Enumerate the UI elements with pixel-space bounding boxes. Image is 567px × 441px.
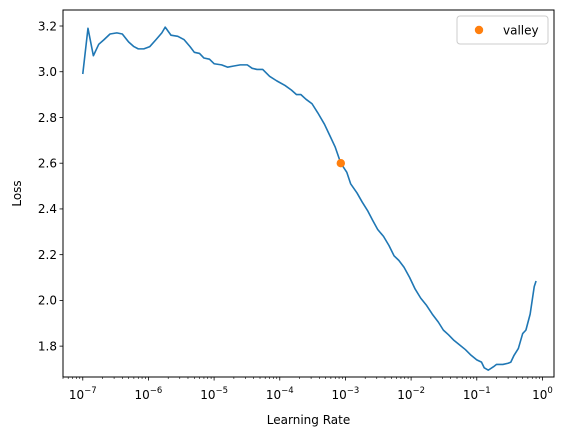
y-tick-label: 2.2 xyxy=(38,248,57,262)
x-tick-base: 10 xyxy=(200,388,215,402)
y-axis-label: Loss xyxy=(10,180,24,206)
x-tick-label: 10−6 xyxy=(135,386,163,402)
y-tick-label: 2.0 xyxy=(38,294,57,308)
x-tick-base: 10 xyxy=(532,388,547,402)
markers xyxy=(336,159,346,168)
x-tick-exponent: −4 xyxy=(281,386,294,396)
x-tick-base: 10 xyxy=(332,388,347,402)
plot-area xyxy=(63,10,554,377)
x-axis-label: Learning Rate xyxy=(267,413,350,427)
x-tick-label: 10−5 xyxy=(200,386,228,402)
loss-curve xyxy=(81,26,537,371)
legend: valley xyxy=(456,15,549,45)
y-tick-label: 1.8 xyxy=(38,339,57,353)
x-tick-exponent: −5 xyxy=(215,386,228,396)
y-axis-ticks: 1.8 2.0 2.2 2.4 2.6 2.8 3.0 3.2 xyxy=(38,19,63,353)
x-tick-label: 10−4 xyxy=(266,386,294,402)
y-tick-label: 2.8 xyxy=(38,111,57,125)
x-axis-ticks: 10−7 10−6 10−5 10−4 10−3 10−2 10−1 100 xyxy=(69,377,553,402)
x-tick-label: 10−7 xyxy=(69,386,97,402)
x-tick-exponent: −6 xyxy=(150,386,163,396)
x-tick-exponent: −3 xyxy=(347,386,360,396)
x-tick-label: 10−2 xyxy=(397,386,425,402)
legend-marker-valley xyxy=(474,25,484,35)
y-tick-label: 2.4 xyxy=(38,202,57,216)
x-tick-exponent: −7 xyxy=(84,386,97,396)
x-tick-exponent: −1 xyxy=(478,386,491,396)
y-tick-label: 3.2 xyxy=(38,19,57,33)
y-tick-label: 2.6 xyxy=(38,157,57,171)
x-tick-label: 10−3 xyxy=(332,386,360,402)
x-tick-exponent: 0 xyxy=(547,386,552,396)
x-tick-base: 10 xyxy=(135,388,150,402)
y-tick-label: 3.0 xyxy=(38,65,57,79)
x-tick-exponent: −2 xyxy=(412,386,425,396)
x-tick-base: 10 xyxy=(69,388,84,402)
x-tick-base: 10 xyxy=(397,388,412,402)
plot-frame xyxy=(62,9,555,378)
marker-valley xyxy=(336,159,346,168)
x-tick-base: 10 xyxy=(266,388,281,402)
legend-box xyxy=(456,15,549,45)
x-tick-label: 10−1 xyxy=(463,386,491,402)
x-tick-label: 100 xyxy=(532,386,553,402)
legend-label-valley: valley xyxy=(503,24,539,38)
x-tick-base: 10 xyxy=(463,388,478,402)
